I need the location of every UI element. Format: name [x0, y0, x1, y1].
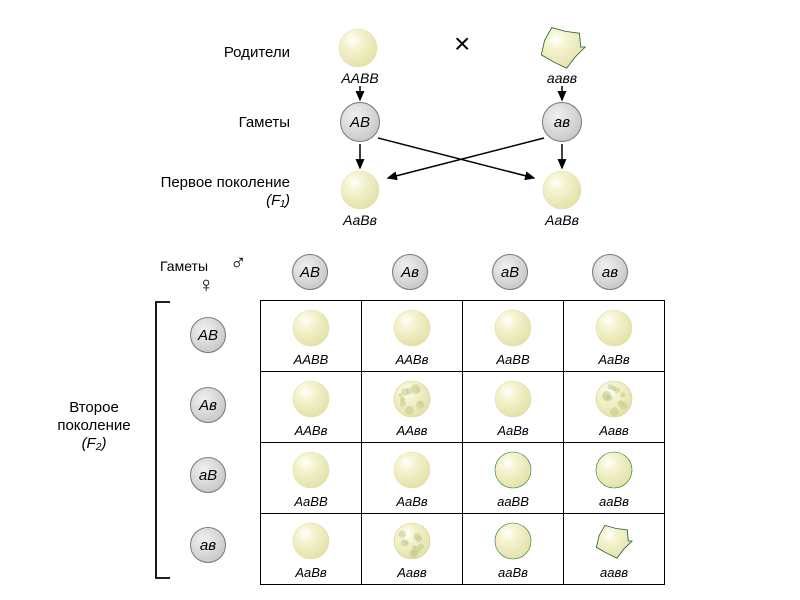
row-gamete-label: AB: [198, 327, 218, 344]
cell-pea: [494, 309, 532, 352]
cell-genotype: AаBB: [261, 494, 361, 509]
label-f2-line2: поколение: [44, 418, 144, 435]
row-gamete-circle: ав: [190, 527, 226, 563]
col-gamete-label: Aв: [401, 264, 419, 281]
punnett-cell: AAвв: [362, 372, 463, 443]
col-gamete-circle: ав: [592, 254, 628, 290]
cell-genotype: AABв: [261, 423, 361, 438]
table-row: AаBв Aавв ааBв: [261, 514, 665, 585]
cell-genotype: AаBв: [463, 423, 563, 438]
cell-pea: [292, 380, 330, 423]
cell-pea: [595, 522, 633, 565]
punnett-cell: ааBв: [463, 514, 564, 585]
col-gamete-circle: Aв: [392, 254, 428, 290]
cell-genotype: ааBв: [564, 494, 664, 509]
cell-pea: [595, 380, 633, 423]
cell-genotype: AABв: [362, 352, 462, 367]
row-gamete-label: аB: [199, 467, 217, 484]
punnett-cell: AаBB: [261, 443, 362, 514]
punnett-cell: Aавв: [362, 514, 463, 585]
cell-pea: [292, 309, 330, 352]
col-gamete-label: аB: [501, 264, 519, 281]
punnett-cell: AаBв: [362, 443, 463, 514]
punnett-square: AABB AABв AаBB: [260, 300, 665, 585]
row-gamete-circle: Aв: [190, 387, 226, 423]
male-symbol: ♂: [230, 250, 247, 276]
cell-pea: [494, 380, 532, 423]
cell-genotype: AаBв: [362, 494, 462, 509]
cell-pea: [292, 522, 330, 565]
label-f2-line1: Второе: [44, 400, 144, 417]
punnett-cell: AаBB: [463, 301, 564, 372]
punnett-cell: ааBв: [564, 443, 665, 514]
cell-genotype: AаBв: [564, 352, 664, 367]
cell-pea: [393, 522, 431, 565]
cell-pea: [595, 451, 633, 494]
cell-genotype: ааBв: [463, 565, 563, 580]
cell-genotype: ааBB: [463, 494, 563, 509]
cell-genotype: Aавв: [564, 423, 664, 438]
f2-bracket: [152, 300, 172, 580]
punnett-cell: AABв: [362, 301, 463, 372]
cell-genotype: Aавв: [362, 565, 462, 580]
label-f2-sym: (F₂): [44, 436, 144, 453]
punnett-cell: AаBв: [463, 372, 564, 443]
punnett-cell: AаBв: [564, 301, 665, 372]
col-gamete-circle: AB: [292, 254, 328, 290]
col-gamete-label: ав: [602, 264, 618, 281]
punnett-cell: аавв: [564, 514, 665, 585]
row-gamete-label: ав: [200, 537, 216, 554]
row-gamete-circle: AB: [190, 317, 226, 353]
female-symbol: ♀: [198, 272, 215, 298]
cell-pea: [393, 380, 431, 423]
row-gamete-circle: аB: [190, 457, 226, 493]
cell-pea: [393, 451, 431, 494]
punnett-cell: AABB: [261, 301, 362, 372]
diagram-root: { "colors": { "white_pea": "#f7f6d8", "w…: [0, 0, 800, 600]
punnett-cell: Aавв: [564, 372, 665, 443]
cell-pea: [494, 522, 532, 565]
cell-genotype: AаBB: [463, 352, 563, 367]
row-gamete-label: Aв: [199, 397, 217, 414]
cell-genotype: аавв: [564, 565, 664, 580]
cell-pea: [595, 309, 633, 352]
cell-pea: [292, 451, 330, 494]
table-row: AABв AAвв AаBв: [261, 372, 665, 443]
punnett-cell: ааBB: [463, 443, 564, 514]
arrows-top: [0, 0, 800, 240]
cell-pea: [393, 309, 431, 352]
cell-genotype: AаBв: [261, 565, 361, 580]
cell-genotype: AAвв: [362, 423, 462, 438]
punnett-cell: AаBв: [261, 514, 362, 585]
col-gamete-circle: аB: [492, 254, 528, 290]
punnett-cell: AABв: [261, 372, 362, 443]
cell-genotype: AABB: [261, 352, 361, 367]
col-gamete-label: AB: [300, 264, 320, 281]
cell-pea: [494, 451, 532, 494]
table-row: AABB AABв AаBB: [261, 301, 665, 372]
table-row: AаBB AаBв ааBB: [261, 443, 665, 514]
